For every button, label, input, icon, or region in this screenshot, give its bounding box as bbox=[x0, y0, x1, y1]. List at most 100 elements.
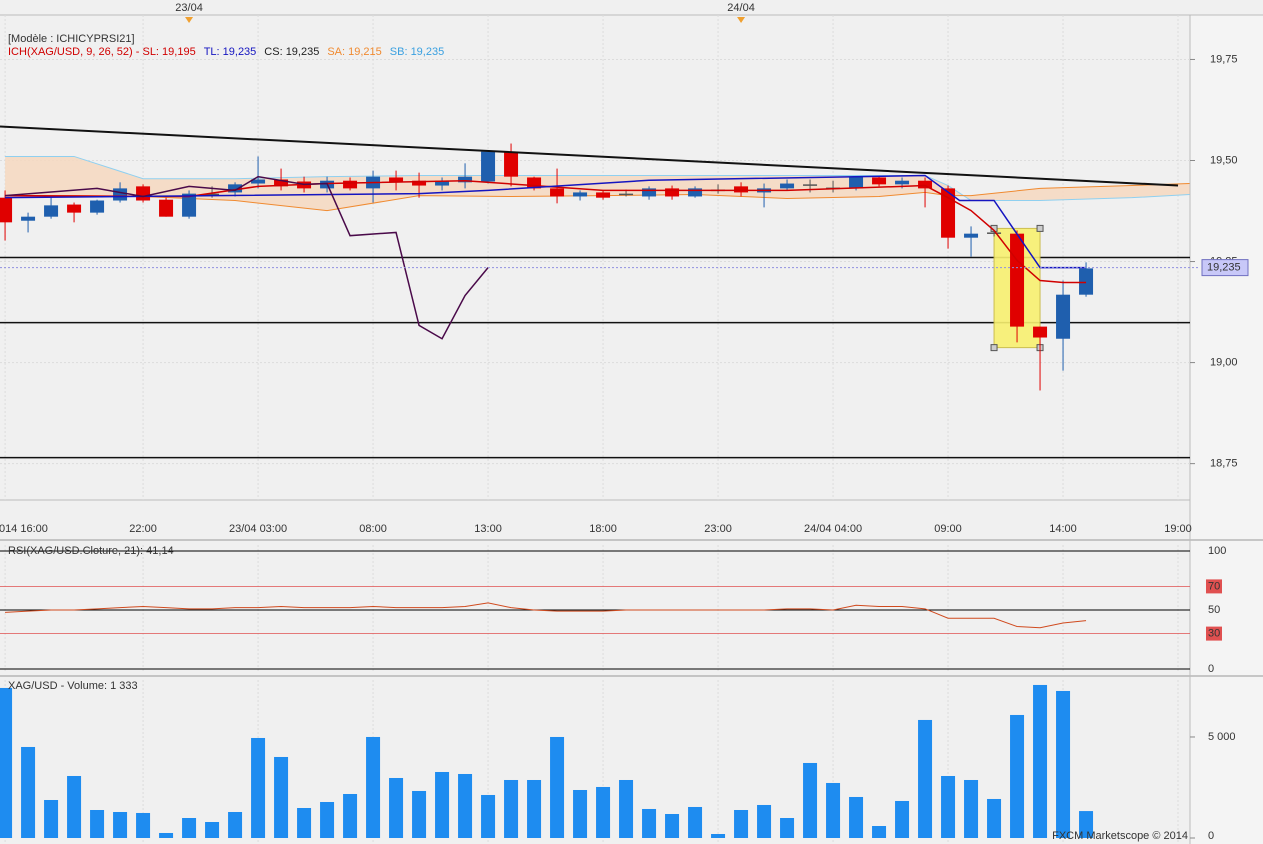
legend-item: SB: 19,235 bbox=[390, 46, 444, 58]
volume-bar bbox=[711, 833, 726, 838]
candle-body bbox=[918, 180, 933, 189]
last-price-box bbox=[1201, 259, 1249, 277]
candle-body bbox=[688, 188, 703, 197]
candle-body bbox=[136, 186, 151, 201]
candle-body bbox=[803, 184, 818, 186]
volume-bar bbox=[734, 809, 749, 838]
candle-body bbox=[228, 184, 243, 193]
candle-body bbox=[872, 177, 887, 185]
volume-bar bbox=[205, 821, 220, 838]
x-tick-label: 22:00 bbox=[129, 523, 157, 535]
volume-bar bbox=[665, 813, 680, 838]
volume-bar bbox=[481, 794, 496, 838]
date-marker-arrow bbox=[185, 17, 194, 23]
x-tick-label: 22/04/2014 16:00 bbox=[0, 523, 48, 535]
volume-bar bbox=[458, 773, 473, 838]
candle-body bbox=[0, 197, 13, 223]
volume-bar bbox=[527, 779, 542, 838]
volume-bar bbox=[1033, 684, 1048, 838]
volume-bar bbox=[964, 779, 979, 838]
candle-body bbox=[527, 177, 542, 189]
volume-bar bbox=[826, 782, 841, 838]
x-tick-label: 23:00 bbox=[704, 523, 732, 535]
date-marker-arrow bbox=[737, 17, 746, 23]
volume-bar bbox=[274, 756, 289, 838]
copyright: FXCM Marketscope © 2014 bbox=[1052, 830, 1188, 842]
y-tick-label: 5 000 bbox=[1208, 731, 1236, 743]
volume-bar bbox=[803, 762, 818, 838]
volume-bar bbox=[320, 801, 335, 838]
level-box bbox=[1206, 626, 1222, 641]
volume-bar bbox=[1079, 811, 1094, 838]
volume-bar bbox=[987, 798, 1002, 838]
highlight-handle bbox=[1036, 224, 1044, 232]
candle-body bbox=[113, 188, 128, 201]
volume-bar bbox=[504, 779, 519, 838]
candle-body bbox=[573, 192, 588, 197]
volume-bar bbox=[642, 808, 657, 838]
volume-bar bbox=[228, 811, 243, 838]
panel-title: XAG/USD - Volume: 1 333 bbox=[8, 680, 138, 692]
candle-body bbox=[343, 180, 358, 189]
volume-bar bbox=[849, 796, 864, 838]
last-price-label: 19,235 bbox=[1207, 262, 1241, 274]
candle-body bbox=[1010, 233, 1025, 327]
x-tick-label: 09:00 bbox=[934, 523, 962, 535]
legend-item: TL: 19,235 bbox=[204, 46, 257, 58]
y-tick-label: 30 bbox=[1208, 628, 1220, 640]
volume-bar bbox=[182, 817, 197, 838]
volume-bar bbox=[550, 736, 565, 838]
y-tick-label: 19,00 bbox=[1210, 356, 1238, 368]
candle-body bbox=[1079, 268, 1094, 295]
volume-bar bbox=[596, 786, 611, 838]
model-label: [Modèle : ICHICYPRSI21] bbox=[8, 33, 135, 45]
volume-bar bbox=[251, 737, 266, 838]
candle-body bbox=[619, 193, 634, 196]
volume-bar bbox=[780, 817, 795, 838]
candle-body bbox=[849, 176, 864, 189]
volume-bar bbox=[113, 811, 128, 838]
candle-body bbox=[987, 232, 1002, 234]
volume-bar bbox=[67, 775, 82, 838]
x-tick-label: 19:00 bbox=[1164, 523, 1192, 535]
panel-title: RSI(XAG/USD.Cloture, 21): 41,14 bbox=[8, 545, 174, 557]
x-tick-label: 14:00 bbox=[1049, 523, 1077, 535]
indicator-line bbox=[5, 174, 1087, 269]
x-tick-label: 18:00 bbox=[589, 523, 617, 535]
legend-item: SA: 19,215 bbox=[327, 46, 381, 58]
candle-body bbox=[596, 192, 611, 198]
volume-bar bbox=[619, 779, 634, 838]
volume-bar bbox=[90, 809, 105, 838]
candle-body bbox=[895, 180, 910, 185]
volume-bar bbox=[757, 804, 772, 838]
candle-body bbox=[780, 183, 795, 189]
candle-body bbox=[665, 188, 680, 197]
indicator-line bbox=[5, 175, 489, 340]
volume-bar bbox=[297, 807, 312, 838]
candle-body bbox=[412, 180, 427, 186]
x-tick-label: 13:00 bbox=[474, 523, 502, 535]
volume-bar bbox=[44, 799, 59, 838]
candle-body bbox=[44, 205, 59, 217]
candle-body bbox=[642, 188, 657, 197]
candle-body bbox=[67, 204, 82, 213]
candle-body bbox=[964, 233, 979, 238]
legend-item: ICH(XAG/USD, 9, 26, 52) - SL: 19,195 bbox=[8, 46, 196, 58]
rsi-line bbox=[5, 602, 1087, 629]
y-tick-label: 50 bbox=[1208, 604, 1220, 616]
volume-bar bbox=[389, 777, 404, 838]
candle-body bbox=[481, 151, 496, 182]
volume-bar bbox=[21, 746, 36, 838]
volume-bar bbox=[1056, 690, 1071, 838]
x-tick-label: 24/04 04:00 bbox=[804, 523, 862, 535]
volume-bar bbox=[136, 812, 151, 838]
volume-bar bbox=[343, 793, 358, 838]
y-tick-label: 100 bbox=[1208, 545, 1226, 557]
volume-bar bbox=[0, 687, 13, 838]
level-box bbox=[1206, 579, 1222, 594]
candle-body bbox=[389, 177, 404, 183]
x-tick-label: 08:00 bbox=[359, 523, 387, 535]
candle-body bbox=[251, 179, 266, 184]
